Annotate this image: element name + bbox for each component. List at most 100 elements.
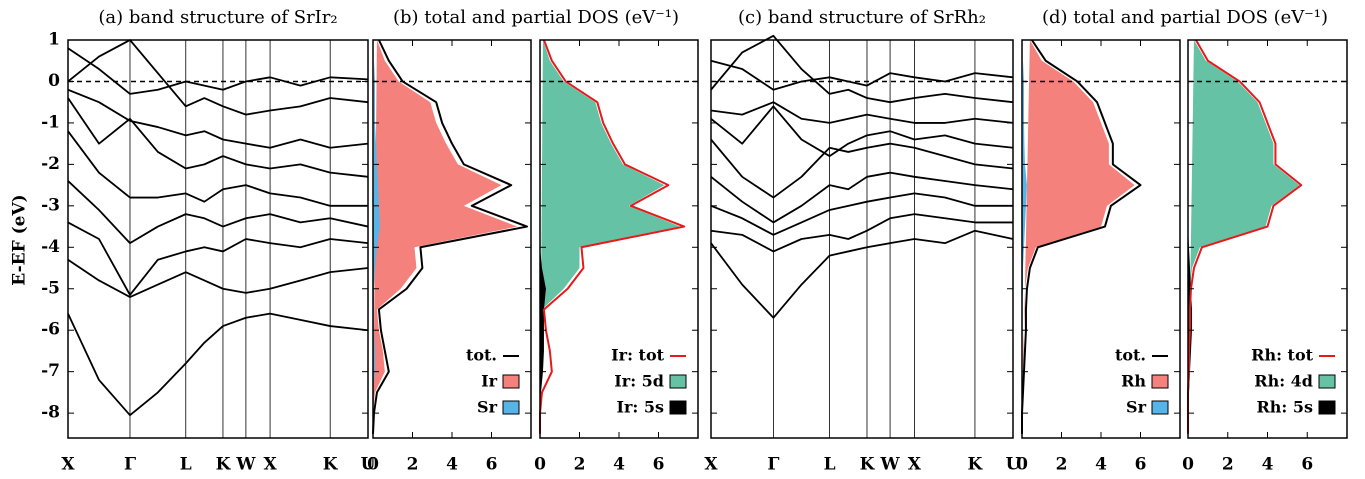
- y-tick-label: -6: [41, 320, 60, 340]
- band-line: [67, 88, 369, 149]
- x-tick-label: 0: [1016, 455, 1028, 475]
- y-tick-label: -2: [41, 154, 60, 174]
- x-tick-label: K: [968, 455, 984, 475]
- legend-swatch: [1151, 400, 1169, 415]
- legend-swatch: [1318, 374, 1336, 389]
- band-line: [710, 105, 1014, 157]
- legend-label: Rh: tot: [1251, 346, 1313, 365]
- band-line: [710, 59, 1014, 91]
- legend-label: tot.: [466, 346, 497, 365]
- x-tick-label: 6: [1135, 455, 1147, 475]
- x-tick-label: 2: [574, 455, 586, 475]
- x-tick-label: L: [180, 455, 192, 475]
- band-line: [710, 229, 1014, 319]
- y-axis-label: E-EF (eV): [10, 194, 30, 285]
- x-tick-label: 4: [1262, 455, 1274, 475]
- y-tick-label: 0: [48, 71, 60, 91]
- y-tick-label: -7: [41, 361, 60, 381]
- dos-line: [1021, 39, 1142, 434]
- band-line: [710, 34, 1014, 104]
- dos-area: [1022, 40, 1027, 434]
- panel-title: (b) total and partial DOS (eV⁻¹): [393, 7, 679, 28]
- dos-area: [373, 40, 518, 434]
- legend-label: Rh: 4d: [1254, 372, 1313, 391]
- band-line: [67, 97, 369, 178]
- band-line: [67, 180, 369, 245]
- x-tick-label: L: [824, 455, 836, 475]
- dos-line: [1187, 39, 1303, 434]
- legend-swatch: [669, 374, 687, 389]
- x-tick-label: U: [361, 455, 376, 475]
- x-tick-label: W: [235, 455, 256, 475]
- legend-swatch: [502, 400, 520, 415]
- x-tick-label: 2: [1222, 455, 1234, 475]
- band-line: [710, 213, 1013, 253]
- x-tick-label: 2: [1056, 455, 1068, 475]
- x-tick-label: 6: [653, 455, 665, 475]
- x-tick-label: X: [61, 455, 75, 475]
- y-tick-label: -4: [41, 237, 60, 257]
- y-tick-label: 1: [48, 30, 60, 50]
- panel-frame: [372, 39, 532, 439]
- x-tick-label: Γ: [767, 455, 779, 475]
- panel-title: (d) total and partial DOS (eV⁻¹): [1042, 7, 1328, 28]
- panel-frame: [710, 39, 1014, 439]
- legend-label: Rh: [1121, 372, 1146, 391]
- panel-title: (a) band structure of SrIr₂: [98, 7, 337, 28]
- legend-swatch: [502, 374, 520, 389]
- panel-frame: [539, 39, 699, 439]
- x-tick-label: 4: [613, 455, 625, 475]
- x-tick-label: 0: [534, 455, 546, 475]
- band-line: [67, 258, 369, 298]
- dos-line: [539, 39, 686, 434]
- x-tick-label: 6: [1301, 455, 1313, 475]
- panel-frame: [1187, 39, 1348, 439]
- legend-label: Ir: [481, 372, 497, 391]
- band-line: [67, 312, 369, 417]
- legend-label: Sr: [477, 398, 498, 417]
- legend-label: Rh: 5s: [1256, 398, 1313, 417]
- band-line: [67, 221, 369, 296]
- y-tick-label: -5: [41, 278, 60, 298]
- band-line: [67, 130, 368, 207]
- x-tick-label: K: [323, 455, 339, 475]
- y-tick-label: -3: [41, 195, 60, 215]
- band-line: [710, 138, 1014, 199]
- legend-label: tot.: [1115, 346, 1146, 365]
- dos-area: [1188, 40, 1300, 434]
- x-tick-label: X: [263, 455, 277, 475]
- x-tick-label: K: [216, 455, 232, 475]
- y-tick-label: -1: [41, 112, 60, 132]
- x-tick-label: 0: [1182, 455, 1194, 475]
- legend-label: Ir: 5d: [614, 372, 664, 391]
- x-tick-label: 4: [1095, 455, 1107, 475]
- band-line: [710, 101, 1014, 124]
- legend-label: Sr: [1126, 398, 1147, 417]
- dos-area: [373, 40, 380, 434]
- band-line: [67, 39, 369, 116]
- x-tick-label: 4: [446, 455, 458, 475]
- legend-swatch: [1318, 400, 1336, 415]
- x-tick-label: K: [860, 455, 876, 475]
- x-tick-label: W: [880, 455, 901, 475]
- band-line: [710, 171, 1014, 224]
- y-tick-label: -8: [41, 403, 60, 423]
- legend-swatch: [669, 400, 687, 415]
- x-tick-label: U: [1006, 455, 1021, 475]
- panel-frame: [67, 39, 369, 439]
- x-tick-label: 2: [407, 455, 419, 475]
- x-tick-label: X: [908, 455, 922, 475]
- dos-line: [372, 39, 529, 434]
- x-tick-label: Γ: [124, 455, 136, 475]
- x-tick-label: X: [704, 455, 718, 475]
- dos-area: [540, 40, 681, 434]
- dos-area: [1022, 40, 1135, 434]
- legend-label: Ir: 5s: [616, 398, 664, 417]
- panel-title: (c) band structure of SrRh₂: [738, 7, 986, 28]
- band-line: [67, 47, 369, 95]
- dos-area: [540, 40, 546, 434]
- x-tick-label: 6: [486, 455, 498, 475]
- panel-frame: [1021, 39, 1181, 439]
